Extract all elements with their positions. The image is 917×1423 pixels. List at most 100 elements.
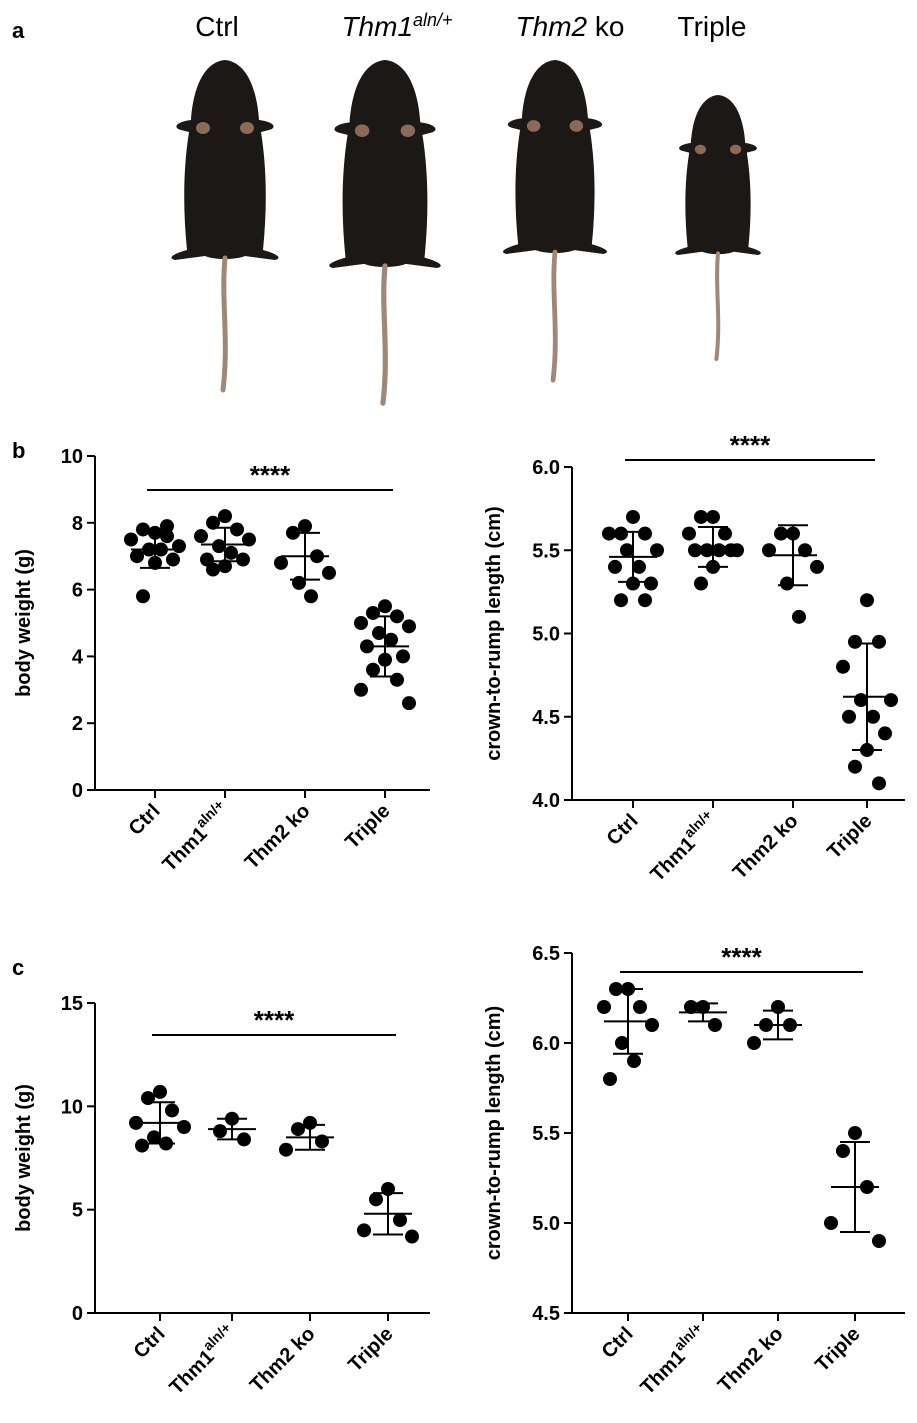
- significance-annotation: ****: [250, 460, 291, 490]
- header-text: Ctrl: [195, 11, 239, 42]
- category-name: Thm1: [158, 823, 211, 876]
- category-name: Triple: [341, 800, 394, 853]
- data-point: [366, 605, 380, 620]
- data-point: [682, 526, 696, 541]
- mouse-ear: [526, 120, 541, 132]
- x-tick-label: Triple: [341, 800, 394, 853]
- data-point: [810, 559, 824, 574]
- data-point: [608, 559, 622, 574]
- x-tick-label: Ctrl: [130, 1323, 170, 1363]
- significance-annotation: ****: [254, 1005, 295, 1035]
- mouse-photo: [503, 60, 607, 383]
- mouse-tail: [380, 263, 388, 406]
- x-tick-label: Thm1aln/+: [643, 806, 723, 886]
- data-point: [357, 1223, 371, 1238]
- data-point: [135, 1138, 149, 1153]
- x-tick-label: Thm2 ko: [241, 800, 315, 874]
- data-point: [597, 1000, 611, 1014]
- data-point: [638, 526, 652, 541]
- data-point: [842, 709, 856, 724]
- data-point: [872, 1234, 886, 1248]
- mouse-ear: [694, 144, 706, 155]
- header-text: Triple: [678, 11, 747, 42]
- data-point: [369, 1192, 383, 1207]
- data-point: [213, 1124, 227, 1139]
- data-point: [304, 589, 318, 604]
- data-point: [650, 543, 664, 558]
- y-tick-label: 5.0: [532, 624, 560, 646]
- data-point: [206, 515, 220, 530]
- y-tick-label: 8: [72, 513, 83, 535]
- mouse-ear: [240, 122, 254, 134]
- y-tick-label: 6: [72, 580, 83, 602]
- category-name: Thm1: [165, 1346, 218, 1399]
- data-point: [798, 543, 812, 558]
- data-point: [614, 593, 628, 608]
- y-tick-label: 5: [72, 1200, 83, 1222]
- data-point: [124, 532, 138, 547]
- category-name: Thm2 ko: [729, 810, 803, 884]
- category-superscript: aln/+: [193, 796, 227, 830]
- mouse-photo: [329, 60, 441, 406]
- data-point: [694, 576, 708, 591]
- data-point: [866, 709, 880, 724]
- group-header: Thm2 ko: [516, 11, 625, 42]
- mouse-body: [171, 60, 279, 260]
- data-point: [792, 609, 806, 624]
- mouse-ear: [569, 120, 584, 132]
- data-point: [614, 526, 628, 541]
- data-point: [603, 1072, 617, 1086]
- category-name: Thm1: [646, 833, 699, 886]
- data-point: [378, 599, 392, 614]
- mouse-tail: [220, 255, 228, 393]
- data-point: [354, 682, 368, 697]
- data-point: [774, 526, 788, 541]
- data-point: [706, 509, 720, 524]
- x-tick-label: Thm1aln/+: [162, 1319, 242, 1399]
- y-axis-label: crown-to-rump length (cm): [483, 506, 505, 760]
- y-tick-label: 4.0: [532, 790, 560, 812]
- data-point: [708, 1018, 722, 1032]
- category-name: Thm2 ko: [246, 1323, 320, 1397]
- data-point: [298, 519, 312, 534]
- data-point: [402, 619, 416, 634]
- data-point: [836, 659, 850, 674]
- data-point: [602, 526, 616, 541]
- category-name: Triple: [823, 810, 876, 863]
- data-point: [848, 634, 862, 649]
- data-point: [212, 539, 226, 554]
- data-point: [712, 543, 726, 558]
- data-point: [384, 632, 398, 647]
- significance-annotation: ****: [730, 430, 771, 460]
- mouse-body: [503, 60, 607, 254]
- data-point: [147, 1130, 161, 1145]
- y-tick-label: 4.5: [532, 1303, 560, 1325]
- mouse-ear: [196, 122, 210, 134]
- data-point: [206, 562, 220, 577]
- data-point: [396, 649, 410, 664]
- mouse-ear: [730, 144, 742, 155]
- data-point: [632, 559, 646, 574]
- data-point: [718, 526, 732, 541]
- mouse-tail: [714, 251, 721, 362]
- y-tick-label: 5.0: [532, 1213, 560, 1235]
- data-point: [136, 589, 150, 604]
- data-point: [402, 696, 416, 711]
- data-point: [762, 543, 776, 558]
- header-italic: Thm1: [341, 11, 413, 42]
- data-point: [848, 1126, 862, 1140]
- data-point: [854, 693, 868, 708]
- data-point: [136, 522, 150, 537]
- data-point: [638, 593, 652, 608]
- data-point: [860, 593, 874, 608]
- data-point: [688, 543, 702, 558]
- category-name: Ctrl: [598, 1323, 638, 1363]
- x-tick-label: Ctrl: [598, 1323, 638, 1363]
- panel-label: b: [12, 438, 25, 463]
- category-name: Triple: [344, 1323, 397, 1376]
- x-tick-label: Ctrl: [125, 800, 165, 840]
- category-name: Triple: [811, 1323, 864, 1376]
- group-header: Ctrl: [195, 11, 239, 42]
- data-point: [644, 576, 658, 591]
